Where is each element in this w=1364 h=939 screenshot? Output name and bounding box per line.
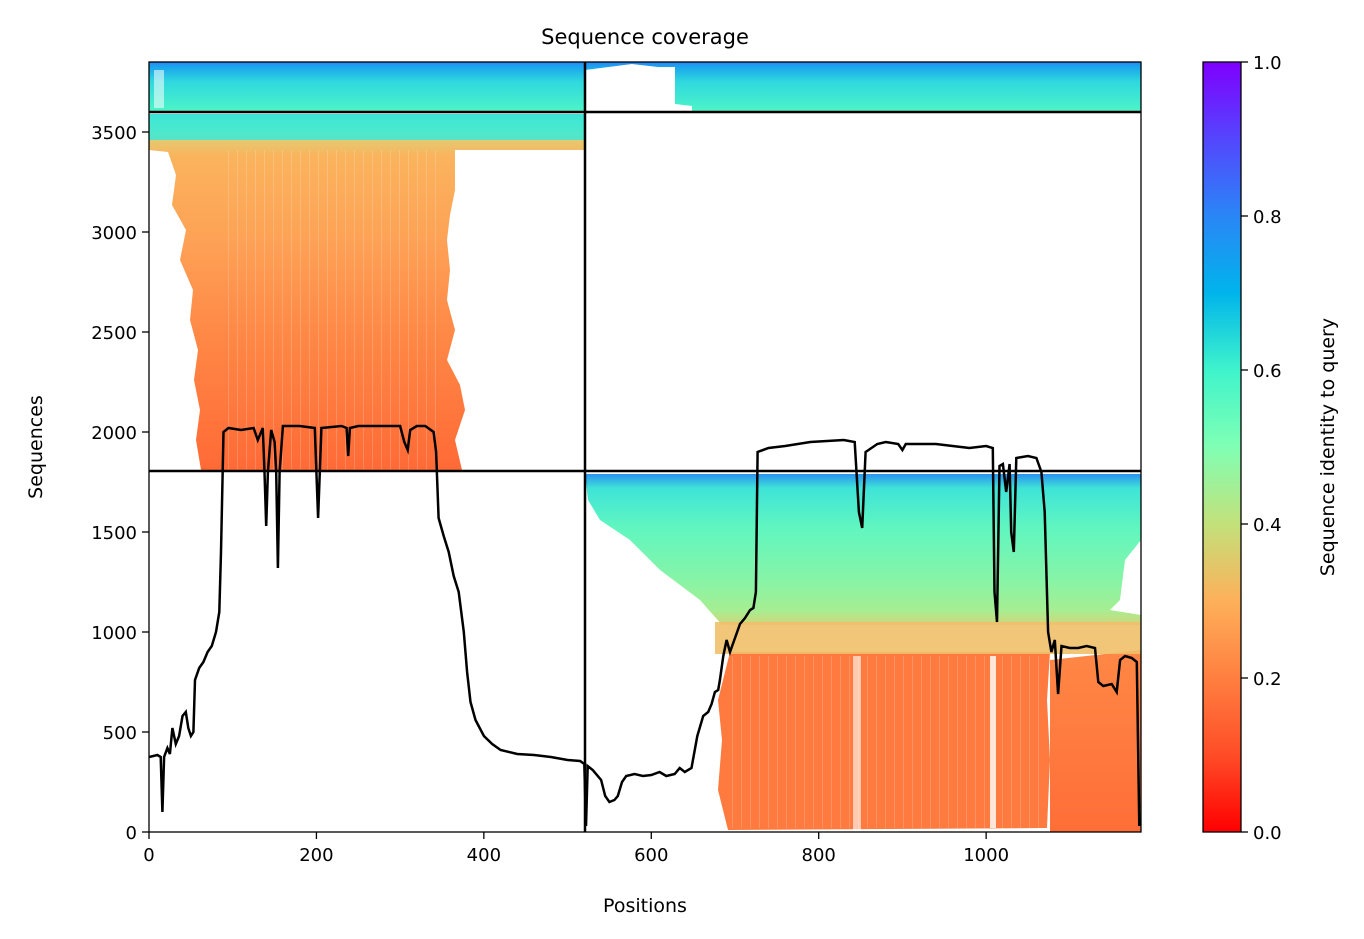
colorbar-ticks: 0.0 0.2 0.4 0.6 0.8 1.0 [1241, 53, 1282, 844]
coverage-heatmap [149, 62, 1141, 832]
colorbar-tick-label: 0.8 [1253, 207, 1282, 228]
y-axis-label: Sequences [25, 395, 47, 499]
y-tick-label: 1500 [91, 523, 137, 544]
x-tick-label: 400 [467, 845, 501, 866]
plot-frame [148, 61, 1142, 833]
x-tick-label: 1000 [963, 845, 1009, 866]
colorbar-tick-label: 0.2 [1253, 669, 1282, 690]
block-d-fill [585, 474, 1141, 832]
block-a-fill [149, 62, 585, 111]
block-d-streaks [730, 656, 1046, 828]
colorbar-tick-label: 1.0 [1253, 53, 1282, 74]
x-axis-label: Positions [603, 895, 687, 917]
colorbar-label: Sequence identity to query [1317, 318, 1339, 576]
block-a-gap [154, 70, 164, 108]
block-c-cyan-band [149, 114, 585, 140]
y-tick-label: 0 [126, 823, 137, 844]
x-tick-label: 0 [143, 845, 154, 866]
chart-title: Sequence coverage [541, 25, 749, 49]
coverage-line [149, 424, 1141, 827]
y-tick-label: 3500 [91, 123, 137, 144]
y-tick-label: 500 [103, 723, 137, 744]
x-tick-label: 800 [802, 845, 836, 866]
colorbar [1202, 61, 1242, 833]
colorbar-tick-label: 0.6 [1253, 361, 1282, 382]
block-c-streaks [220, 150, 440, 470]
colorbar-tick-label: 0.0 [1253, 823, 1282, 844]
y-tick-label: 3000 [91, 223, 137, 244]
y-tick-label: 1000 [91, 623, 137, 644]
x-axis-ticks: 0 200 400 600 800 1000 [143, 832, 1009, 866]
block-b-fill [585, 62, 1141, 111]
y-axis-ticks: 0 500 1000 1500 2000 2500 3000 3500 [91, 123, 149, 844]
colorbar-tick-label: 0.4 [1253, 515, 1282, 536]
x-tick-label: 200 [299, 845, 333, 866]
x-tick-label: 600 [634, 845, 668, 866]
y-tick-label: 2000 [91, 423, 137, 444]
y-tick-label: 2500 [91, 323, 137, 344]
block-b-gap [585, 64, 692, 111]
